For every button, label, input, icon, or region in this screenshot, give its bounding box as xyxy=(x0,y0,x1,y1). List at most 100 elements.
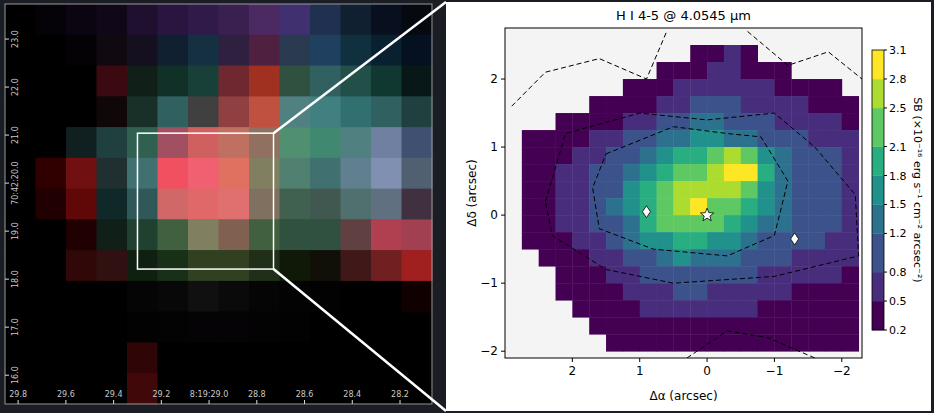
image-pixel xyxy=(36,4,67,35)
colorbar-tick xyxy=(884,204,887,205)
heatmap-cell xyxy=(741,181,758,198)
image-pixel xyxy=(5,127,36,158)
heatmap-cell xyxy=(606,181,623,198)
colorbar-band xyxy=(872,233,884,272)
heatmap-cell xyxy=(842,113,859,130)
image-pixel xyxy=(219,312,250,343)
image-pixel xyxy=(158,4,189,35)
heatmap-cell xyxy=(657,198,674,215)
image-pixel xyxy=(127,250,158,281)
heatmap-cell xyxy=(657,164,674,181)
heatmap-cell xyxy=(842,283,859,300)
heatmap-cell xyxy=(572,198,589,215)
image-pixel xyxy=(341,127,372,158)
zoom-line xyxy=(274,269,446,411)
heatmap-cell xyxy=(572,232,589,249)
heatmap-cell xyxy=(842,130,859,147)
heatmap-cell xyxy=(690,62,707,79)
heatmap-cell xyxy=(522,215,539,232)
image-pixel xyxy=(127,312,158,343)
image-pixel xyxy=(5,189,36,220)
heatmap-cell xyxy=(758,317,775,334)
image-pixel xyxy=(188,281,219,312)
heatmap-cell xyxy=(774,96,791,113)
heatmap-cell xyxy=(724,266,741,283)
image-pixel xyxy=(158,35,189,66)
heatmap-cell xyxy=(556,232,573,249)
image-pixel xyxy=(36,158,67,189)
image-pixel xyxy=(127,127,158,158)
image-pixel xyxy=(219,127,250,158)
image-pixel xyxy=(158,373,189,404)
y-tick xyxy=(501,215,505,216)
image-pixel xyxy=(5,219,36,250)
heatmap-cell xyxy=(606,317,623,334)
image-pixel xyxy=(5,342,36,373)
heatmap-cell xyxy=(741,334,758,351)
y-tick xyxy=(5,135,9,136)
heatmap-cell xyxy=(724,232,741,249)
y-tick xyxy=(5,279,9,280)
colorbar-tick xyxy=(884,175,887,176)
image-pixel xyxy=(66,281,97,312)
heatmap-cell xyxy=(724,130,741,147)
contour xyxy=(593,127,788,256)
heatmap-cell xyxy=(673,334,690,351)
heatmap-cell xyxy=(589,96,606,113)
heatmap-cell xyxy=(572,283,589,300)
heatmap-cell xyxy=(707,249,724,266)
colorbar-tick-label: 2.8 xyxy=(889,73,907,86)
heatmap-cell xyxy=(707,147,724,164)
image-pixel xyxy=(341,250,372,281)
heatmap-cell xyxy=(707,232,724,249)
heatmap-cell xyxy=(808,249,825,266)
heatmap-cell xyxy=(707,181,724,198)
heatmap-cell xyxy=(623,283,640,300)
x-tick-label: 1 xyxy=(636,364,644,378)
heatmap-cell xyxy=(657,317,674,334)
image-pixel xyxy=(188,158,219,189)
heatmap-cell xyxy=(623,147,640,164)
heatmap-cell xyxy=(606,283,623,300)
image-pixel xyxy=(402,35,433,66)
colorbar-tick xyxy=(884,272,887,273)
image-pixel xyxy=(66,127,97,158)
x-tick-label: 0 xyxy=(703,364,711,378)
heatmap-cell xyxy=(556,249,573,266)
image-pixel xyxy=(341,281,372,312)
heatmap-cell xyxy=(707,62,724,79)
x-tick-label: 29.8 xyxy=(9,390,27,399)
x-tick-label: 29.2 xyxy=(152,390,170,399)
heatmap-cell xyxy=(842,266,859,283)
colorbar-tick xyxy=(884,107,887,108)
colorbar-tick-label: 1.8 xyxy=(889,170,907,183)
heatmap-cell xyxy=(842,300,859,317)
x-axis-title: Δα (arcsec) xyxy=(649,389,717,403)
heatmap-cell xyxy=(758,283,775,300)
image-pixel xyxy=(158,342,189,373)
image-pixel xyxy=(341,96,372,127)
y-tick xyxy=(501,351,505,352)
image-pixel xyxy=(188,312,219,343)
image-pixel xyxy=(371,342,402,373)
image-pixel xyxy=(310,312,341,343)
heatmap-cell xyxy=(741,266,758,283)
image-pixel xyxy=(371,66,402,97)
heatmap-cell xyxy=(741,249,758,266)
heatmap-cell xyxy=(791,249,808,266)
heatmap-cell xyxy=(758,113,775,130)
image-pixel xyxy=(402,219,433,250)
background xyxy=(0,0,934,413)
image-pixel xyxy=(280,189,311,220)
heatmap-cell xyxy=(522,130,539,147)
image-pixel xyxy=(310,35,341,66)
image-pixel xyxy=(36,189,67,220)
heatmap-cell xyxy=(690,147,707,164)
star-marker xyxy=(700,208,713,221)
heatmap-cell xyxy=(539,215,556,232)
x-tick-label: 2 xyxy=(569,364,577,378)
image-pixel xyxy=(127,219,158,250)
image-pixel xyxy=(280,373,311,404)
heatmap-cell xyxy=(640,215,657,232)
heatmap-cell xyxy=(707,45,724,62)
